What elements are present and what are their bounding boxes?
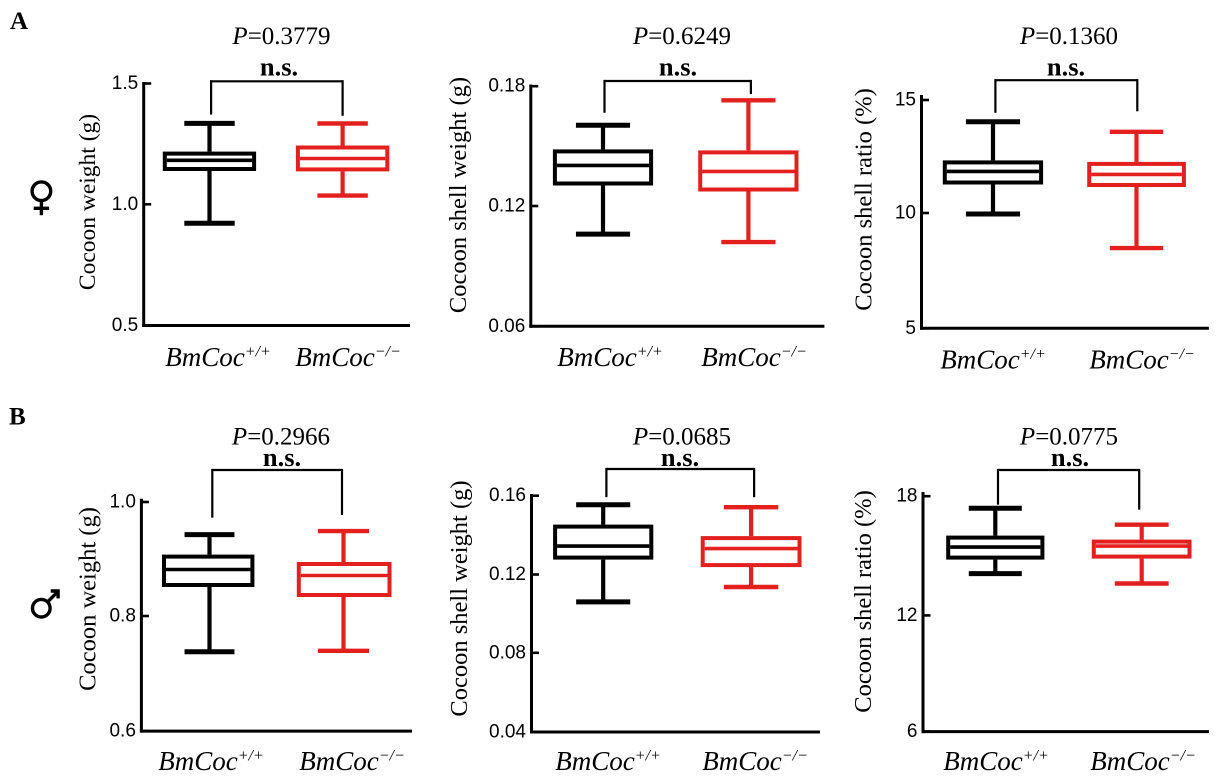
svg-text:5: 5: [905, 318, 916, 339]
svg-text:1.0: 1.0: [109, 492, 135, 513]
svg-text:P=0.3779: P=0.3779: [231, 23, 330, 50]
svg-text:18: 18: [896, 486, 917, 507]
svg-text:P=0.6249: P=0.6249: [632, 23, 731, 50]
svg-text:A: A: [10, 8, 28, 35]
svg-text:n.s.: n.s.: [260, 52, 298, 82]
svg-text:P=0.2966: P=0.2966: [231, 424, 330, 451]
svg-text:10: 10: [895, 203, 916, 224]
svg-text:Cocoon weight (g): Cocoon weight (g): [75, 114, 101, 290]
svg-text:Cocoon shell weight (g): Cocoon shell weight (g): [445, 77, 472, 313]
svg-text:n.s.: n.s.: [263, 442, 301, 472]
svg-text:12: 12: [896, 605, 917, 626]
svg-text:0.5: 0.5: [112, 315, 138, 336]
svg-text:n.s.: n.s.: [659, 52, 697, 82]
svg-text:0.16: 0.16: [489, 485, 526, 506]
svg-text:0.6: 0.6: [109, 721, 135, 742]
svg-text:1.0: 1.0: [112, 194, 138, 215]
svg-text:1.5: 1.5: [112, 73, 138, 94]
svg-text:0.8: 0.8: [109, 606, 135, 627]
svg-text:P=0.0775: P=0.0775: [1019, 424, 1118, 451]
svg-text:Cocoon shell ratio (%): Cocoon shell ratio (%): [851, 88, 878, 311]
svg-text:6: 6: [907, 721, 918, 742]
svg-text:Cocoon weight (g): Cocoon weight (g): [75, 507, 102, 691]
svg-text:n.s.: n.s.: [1047, 52, 1085, 82]
svg-text:Cocoon shell ratio (%): Cocoon shell ratio (%): [850, 490, 877, 713]
svg-text:0.08: 0.08: [489, 642, 526, 663]
svg-text:n.s.: n.s.: [1051, 442, 1089, 472]
svg-text:Cocoon shell weight (g): Cocoon shell weight (g): [446, 480, 473, 716]
svg-text:P=0.1360: P=0.1360: [1019, 23, 1118, 50]
svg-text:n.s.: n.s.: [661, 442, 699, 472]
svg-text:P=0.0685: P=0.0685: [632, 424, 731, 451]
svg-text:0.12: 0.12: [489, 564, 526, 585]
svg-text:0.04: 0.04: [489, 722, 526, 743]
svg-text:B: B: [9, 404, 26, 431]
svg-text:BmCoc−/−: BmCoc−/−: [702, 746, 808, 776]
svg-text:0.18: 0.18: [488, 76, 525, 97]
svg-text:0.06: 0.06: [488, 316, 525, 337]
svg-text:0.12: 0.12: [488, 196, 525, 217]
svg-text:15: 15: [895, 90, 916, 111]
